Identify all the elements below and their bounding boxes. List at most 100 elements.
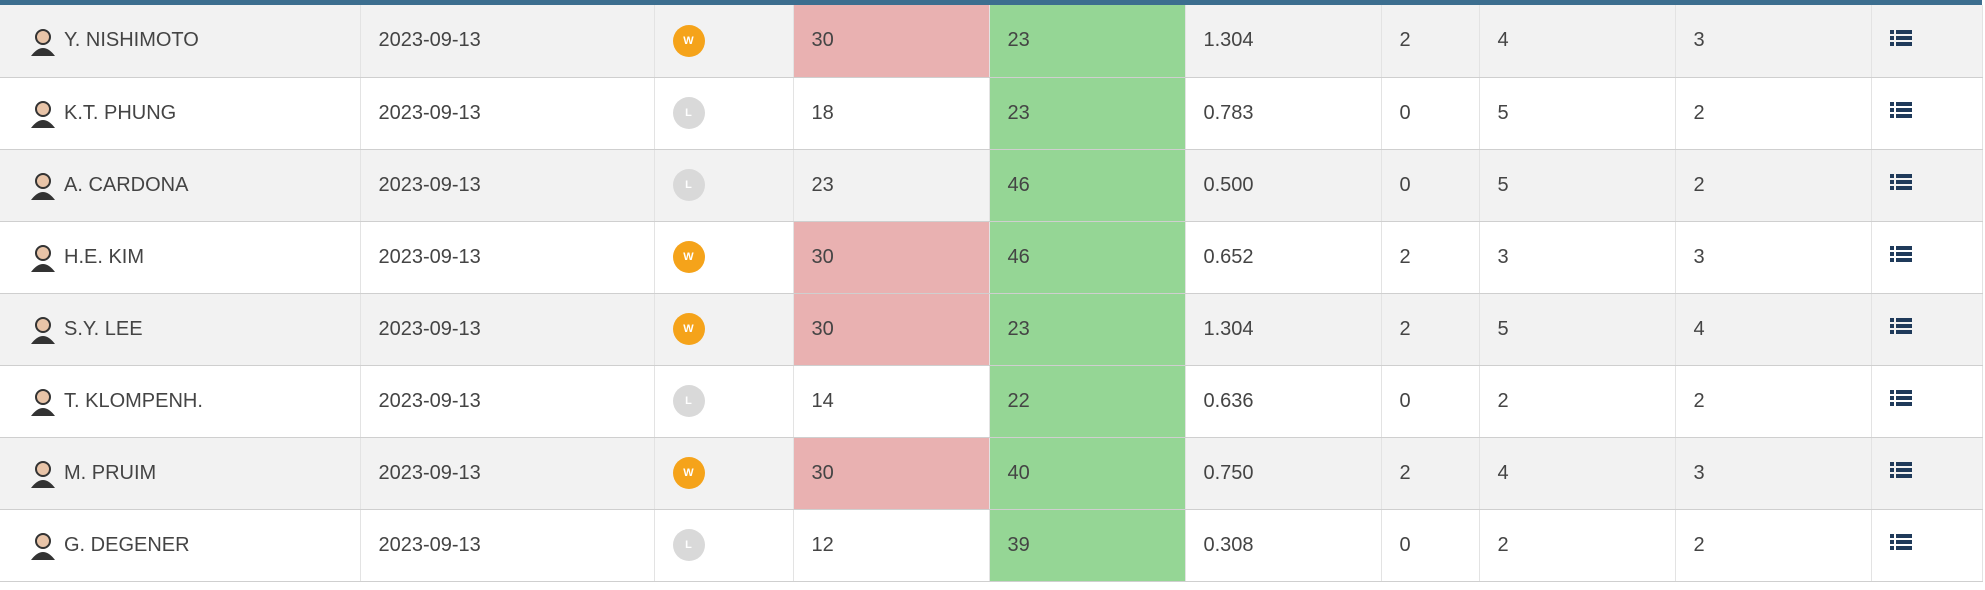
details-icon[interactable] bbox=[1889, 101, 1912, 119]
stat-a-cell: 2 bbox=[1381, 5, 1480, 78]
score-cell: 18 bbox=[793, 77, 990, 150]
player[interactable]: S.Y. LEE bbox=[18, 314, 359, 344]
player[interactable]: G. DEGENER bbox=[18, 530, 359, 560]
ratio: 0.500 bbox=[1203, 173, 1254, 196]
opponent-score-cell: 46 bbox=[989, 221, 1186, 294]
player-name-cell: M. PRUIM bbox=[0, 437, 361, 510]
score-cell: 14 bbox=[793, 365, 990, 438]
stat-c-cell: 2 bbox=[1675, 77, 1872, 150]
opponent-score-cell: 46 bbox=[989, 149, 1186, 222]
details-icon[interactable] bbox=[1889, 173, 1912, 191]
ratio: 1.304 bbox=[1203, 317, 1254, 340]
match-date-cell: 2023-09-13 bbox=[360, 77, 655, 150]
stat-c: 3 bbox=[1693, 29, 1705, 52]
score-cell: 23 bbox=[793, 149, 990, 222]
match-date-cell: 2023-09-13 bbox=[360, 221, 655, 294]
match-date: 2023-09-13 bbox=[378, 533, 481, 556]
stat-b-cell: 5 bbox=[1479, 293, 1676, 366]
score: 18 bbox=[811, 101, 834, 124]
stat-b: 4 bbox=[1497, 29, 1509, 52]
player-name: G. DEGENER bbox=[64, 533, 190, 556]
stat-c: 3 bbox=[1693, 461, 1705, 484]
stat-a: 0 bbox=[1399, 101, 1411, 124]
details-cell bbox=[1871, 5, 1983, 78]
player-name-cell: Y. NISHIMOTO bbox=[0, 5, 361, 78]
stat-b-cell: 5 bbox=[1479, 149, 1676, 222]
match-date-cell: 2023-09-13 bbox=[360, 365, 655, 438]
stat-c: 2 bbox=[1693, 173, 1705, 196]
player-name-cell: H.E. KIM bbox=[0, 221, 361, 294]
table-row: Y. NISHIMOTO 2023-09-13 W 30 23 1.304 2 4 3 bbox=[0, 5, 1983, 78]
details-cell bbox=[1871, 221, 1983, 294]
stat-a: 2 bbox=[1399, 461, 1411, 484]
details-icon[interactable] bbox=[1889, 533, 1912, 551]
stat-b-cell: 4 bbox=[1479, 5, 1676, 78]
details-icon[interactable] bbox=[1889, 317, 1912, 335]
match-date: 2023-09-13 bbox=[378, 245, 481, 268]
header-bar bbox=[0, 0, 1982, 5]
details-icon[interactable] bbox=[1889, 389, 1912, 407]
stat-c-cell: 4 bbox=[1675, 293, 1872, 366]
stat-b-cell: 3 bbox=[1479, 221, 1676, 294]
ratio: 0.783 bbox=[1203, 101, 1254, 124]
score: 30 bbox=[811, 461, 834, 484]
player[interactable]: H.E. KIM bbox=[18, 242, 359, 272]
avatar bbox=[31, 173, 55, 200]
result-cell: L bbox=[654, 509, 794, 582]
opponent-score: 39 bbox=[1007, 533, 1030, 556]
result-cell: L bbox=[654, 365, 794, 438]
stat-b: 5 bbox=[1497, 173, 1509, 196]
player-name-cell: G. DEGENER bbox=[0, 509, 361, 582]
result-cell: W bbox=[654, 293, 794, 366]
result-cell: L bbox=[654, 77, 794, 150]
table-row: S.Y. LEE 2023-09-13 W 30 23 1.304 2 5 4 bbox=[0, 293, 1983, 366]
match-date: 2023-09-13 bbox=[378, 29, 481, 52]
opponent-score: 23 bbox=[1007, 29, 1030, 52]
score-cell: 30 bbox=[793, 5, 990, 78]
table-row: G. DEGENER 2023-09-13 L 12 39 0.308 0 2 2 bbox=[0, 509, 1983, 582]
ratio-cell: 0.750 bbox=[1185, 437, 1382, 510]
stat-a-cell: 0 bbox=[1381, 77, 1480, 150]
match-date-cell: 2023-09-13 bbox=[360, 149, 655, 222]
ratio-cell: 0.308 bbox=[1185, 509, 1382, 582]
details-icon[interactable] bbox=[1889, 461, 1912, 479]
stat-a-cell: 2 bbox=[1381, 221, 1480, 294]
results-table: Y. NISHIMOTO 2023-09-13 W 30 23 1.304 2 4 3 K.T. … bbox=[0, 5, 1983, 582]
player[interactable]: M. PRUIM bbox=[18, 458, 359, 488]
score-cell: 30 bbox=[793, 221, 990, 294]
player[interactable]: Y. NISHIMOTO bbox=[18, 26, 359, 56]
result-cell: W bbox=[654, 221, 794, 294]
match-date: 2023-09-13 bbox=[378, 173, 481, 196]
player[interactable]: K.T. PHUNG bbox=[18, 98, 359, 128]
details-icon[interactable] bbox=[1889, 29, 1912, 47]
stat-c-cell: 3 bbox=[1675, 221, 1872, 294]
ratio-cell: 1.304 bbox=[1185, 293, 1382, 366]
details-icon[interactable] bbox=[1889, 245, 1912, 263]
result-badge: W bbox=[672, 457, 705, 489]
details-cell bbox=[1871, 437, 1983, 510]
match-date-cell: 2023-09-13 bbox=[360, 5, 655, 78]
stat-a: 0 bbox=[1399, 533, 1411, 556]
opponent-score-cell: 40 bbox=[989, 437, 1186, 510]
stat-b: 2 bbox=[1497, 533, 1509, 556]
match-date: 2023-09-13 bbox=[378, 101, 481, 124]
opponent-score: 46 bbox=[1007, 245, 1030, 268]
stat-a: 2 bbox=[1399, 29, 1411, 52]
opponent-score: 23 bbox=[1007, 101, 1030, 124]
details-cell bbox=[1871, 509, 1983, 582]
player[interactable]: T. KLOMPENH. bbox=[18, 386, 359, 416]
stat-b: 5 bbox=[1497, 101, 1509, 124]
ratio-cell: 0.652 bbox=[1185, 221, 1382, 294]
avatar bbox=[31, 317, 55, 344]
avatar bbox=[31, 389, 55, 416]
result-badge: L bbox=[672, 169, 705, 201]
opponent-score-cell: 23 bbox=[989, 5, 1186, 78]
opponent-score: 23 bbox=[1007, 317, 1030, 340]
result-badge: W bbox=[672, 241, 705, 273]
stat-b-cell: 2 bbox=[1479, 365, 1676, 438]
opponent-score-cell: 23 bbox=[989, 293, 1186, 366]
stat-c-cell: 2 bbox=[1675, 365, 1872, 438]
ratio-cell: 0.500 bbox=[1185, 149, 1382, 222]
player[interactable]: A. CARDONA bbox=[18, 170, 359, 200]
